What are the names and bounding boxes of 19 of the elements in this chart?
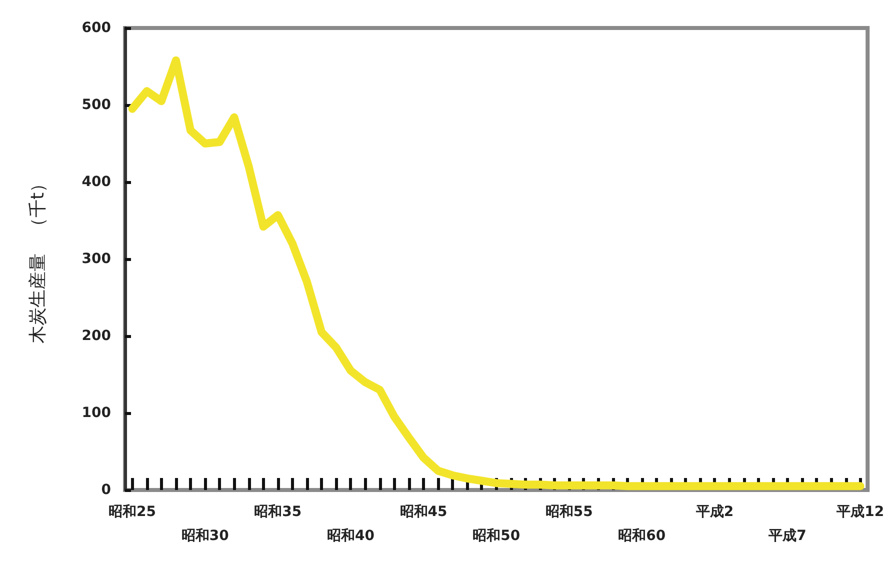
y-tick-label: 200: [82, 328, 112, 344]
y-tick-label: 100: [82, 405, 112, 421]
x-tick-label: 昭和55: [545, 504, 593, 520]
x-tick-label: 平成12: [836, 504, 884, 520]
x-tick-label: 昭和40: [326, 528, 375, 544]
x-tick-label: 昭和35: [254, 504, 302, 520]
y-tick-label: 0: [101, 482, 112, 498]
x-tick-label: 平成2: [694, 504, 734, 520]
x-tick-label: 昭和30: [181, 528, 230, 544]
x-tick-label: 平成7: [768, 528, 806, 544]
x-tick-label: 昭和60: [618, 528, 666, 544]
y-axis-title: 木炭生産量 （千t）: [28, 174, 48, 344]
y-tick-label: 300: [82, 251, 112, 267]
x-tick-label: 昭和25: [108, 504, 156, 520]
y-tick-label: 500: [82, 97, 112, 113]
x-tick-label: 昭和50: [472, 528, 520, 544]
y-tick-label: 400: [82, 174, 112, 190]
y-tick-label: 600: [82, 20, 112, 36]
x-tick-label: 昭和45: [400, 504, 448, 520]
